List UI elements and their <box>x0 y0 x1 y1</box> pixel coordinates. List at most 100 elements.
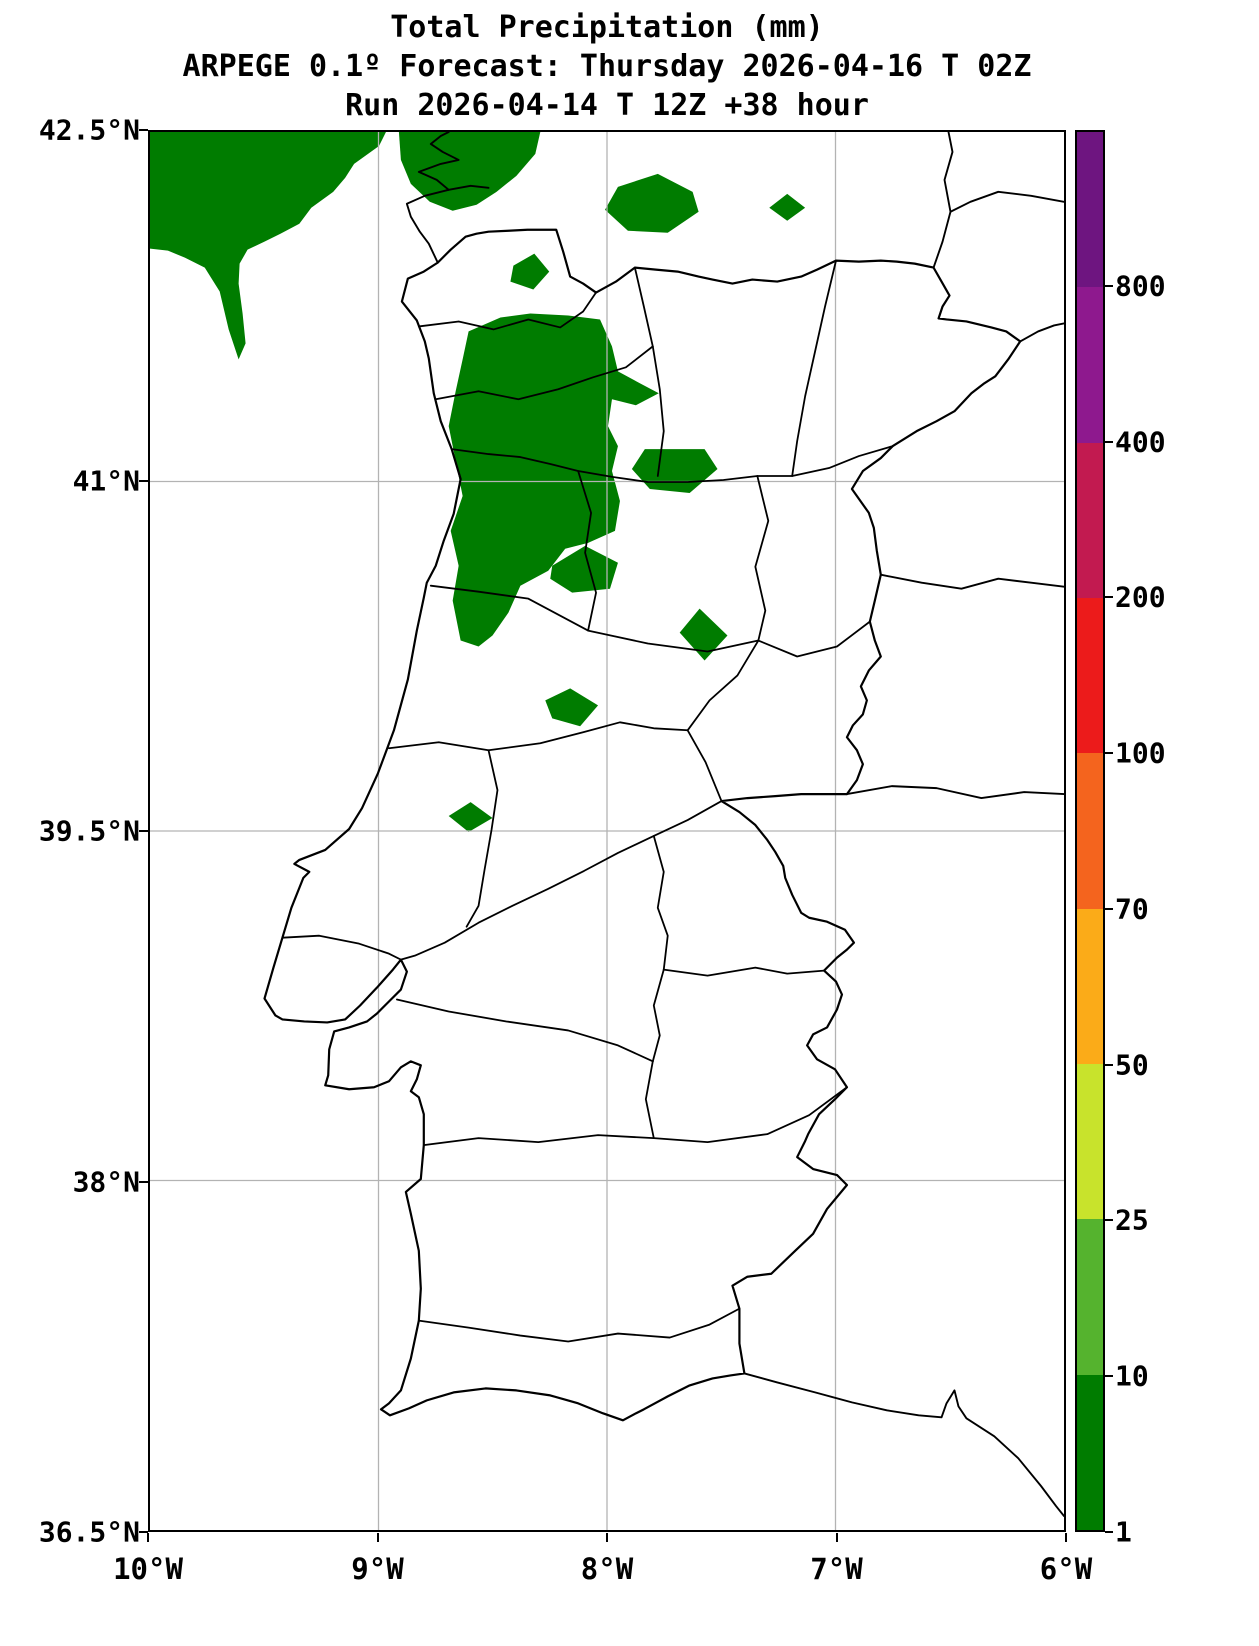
district-line <box>651 968 665 1063</box>
colorbar-segment <box>1077 1063 1103 1220</box>
figure-title: Total Precipitation (mm) ARPEGE 0.1º For… <box>0 8 1214 125</box>
district-line <box>652 835 669 971</box>
precipitation-area <box>769 193 806 221</box>
colorbar-segment <box>1077 597 1103 754</box>
colorbar-tickmark <box>1105 752 1113 755</box>
y-axis-tickmark <box>139 479 148 482</box>
precipitation-area <box>398 132 541 211</box>
y-axis-tickmark <box>139 129 148 131</box>
y-tick-label: 41°N <box>72 464 140 497</box>
y-axis-tickmark <box>139 1531 148 1533</box>
colorbar-tick-label: 200 <box>1115 580 1166 614</box>
spain-admin-line <box>879 573 1064 590</box>
precipitation-area <box>448 313 659 647</box>
precipitation-layer <box>150 132 806 832</box>
colorbar-tickmark <box>1105 1063 1113 1066</box>
x-axis-tickmark <box>147 1533 149 1542</box>
spain-admin-line <box>846 785 1064 800</box>
colorbar-tick-label: 1 <box>1115 1515 1132 1549</box>
gridlines <box>150 132 1064 1530</box>
district-line <box>644 1060 655 1140</box>
precipitation-area <box>545 688 599 727</box>
district-line-algarve <box>417 1307 741 1343</box>
precipitation-area <box>605 173 699 233</box>
spain-admin-line <box>1019 322 1064 343</box>
x-axis-tickmark <box>835 1533 838 1542</box>
district-line <box>396 998 654 1063</box>
portugal-boundary <box>263 228 1022 1422</box>
y-tick-label: 39.5°N <box>38 814 140 848</box>
colorbar-tickmark <box>1105 440 1113 443</box>
colorbar-tickmark <box>1105 1375 1113 1378</box>
district-line <box>686 639 760 802</box>
x-axis-tickmark <box>606 1533 608 1542</box>
x-axis-tickmark <box>1065 1533 1067 1542</box>
district-line <box>577 470 597 632</box>
x-tick-label: 9°W <box>351 1552 404 1586</box>
district-line <box>281 934 402 961</box>
district-line <box>465 749 499 928</box>
x-tick-label: 8°W <box>580 1552 634 1586</box>
y-tick-label: 36.5°N <box>38 1515 140 1549</box>
district-line <box>429 584 760 653</box>
district-line <box>434 345 654 401</box>
district-line <box>662 966 825 977</box>
district-line <box>388 721 689 752</box>
colorbar-tickmark <box>1105 1219 1113 1222</box>
colorbar-tick-label: 10 <box>1115 1359 1149 1393</box>
colorbar-tickmark <box>1105 907 1113 910</box>
colorbar-tick-label: 800 <box>1115 269 1166 303</box>
precipitation-area <box>631 449 718 493</box>
y-tick-label: 38°N <box>72 1165 140 1198</box>
spain-boundaries <box>743 132 1064 1517</box>
colorbar-tick-label: 25 <box>1115 1203 1149 1237</box>
precipitation-area <box>550 545 618 593</box>
colorbar-tickmark <box>1105 1531 1113 1533</box>
map-canvas <box>150 132 1064 1530</box>
district-line-tejo <box>400 800 723 961</box>
y-tick-label: 42.5°N <box>38 113 140 147</box>
precipitation-area <box>679 608 728 661</box>
y-axis-tickmark <box>139 1180 148 1183</box>
title-line-variable: Total Precipitation (mm) <box>390 10 824 45</box>
district-boundaries <box>281 259 894 1343</box>
district-line <box>791 259 837 477</box>
colorbar-tick-label: 400 <box>1115 425 1166 459</box>
colorbar-segment <box>1077 908 1103 1064</box>
spain-south-coastline <box>743 1372 1064 1517</box>
colorbar-tick-label: 100 <box>1115 736 1166 770</box>
x-tick-label: 10°W <box>113 1552 183 1586</box>
colorbar-segment <box>1077 442 1103 598</box>
district-line <box>422 1086 848 1146</box>
colorbar-segment <box>1077 1374 1103 1530</box>
colorbar-tick-label: 70 <box>1115 892 1149 926</box>
precipitation-area <box>448 802 493 832</box>
district-line <box>757 620 871 658</box>
precipitation-area <box>150 132 386 360</box>
colorbar-segment <box>1077 1218 1103 1375</box>
district-line <box>754 475 770 642</box>
spain-admin-line <box>949 190 1064 213</box>
x-axis-tickmark <box>376 1533 379 1542</box>
district-line <box>417 291 597 331</box>
precipitation-area <box>510 253 550 290</box>
colorbar-segment <box>1077 286 1103 443</box>
galicia-coastline <box>405 132 460 264</box>
title-line-run: Run 2026-04-14 T 12Z +38 hour <box>345 88 869 123</box>
y-axis-tickmark <box>139 830 148 832</box>
map-axes <box>148 130 1066 1532</box>
x-tick-label: 6°W <box>1039 1552 1093 1586</box>
spain-admin-line <box>932 132 954 269</box>
colorbar-segment <box>1077 752 1103 909</box>
district-line-douro <box>450 445 894 483</box>
colorbar <box>1075 130 1105 1532</box>
colorbar-tickmark <box>1105 284 1113 287</box>
title-line-forecast: ARPEGE 0.1º Forecast: Thursday 2026-04-1… <box>182 49 1032 84</box>
district-line <box>633 266 665 477</box>
boundary-layer <box>263 132 1064 1517</box>
x-tick-label: 7°W <box>810 1552 863 1586</box>
colorbar-segment <box>1077 131 1103 288</box>
colorbar-tick-label: 50 <box>1115 1048 1149 1082</box>
galicia-ria-inlet <box>447 184 490 191</box>
